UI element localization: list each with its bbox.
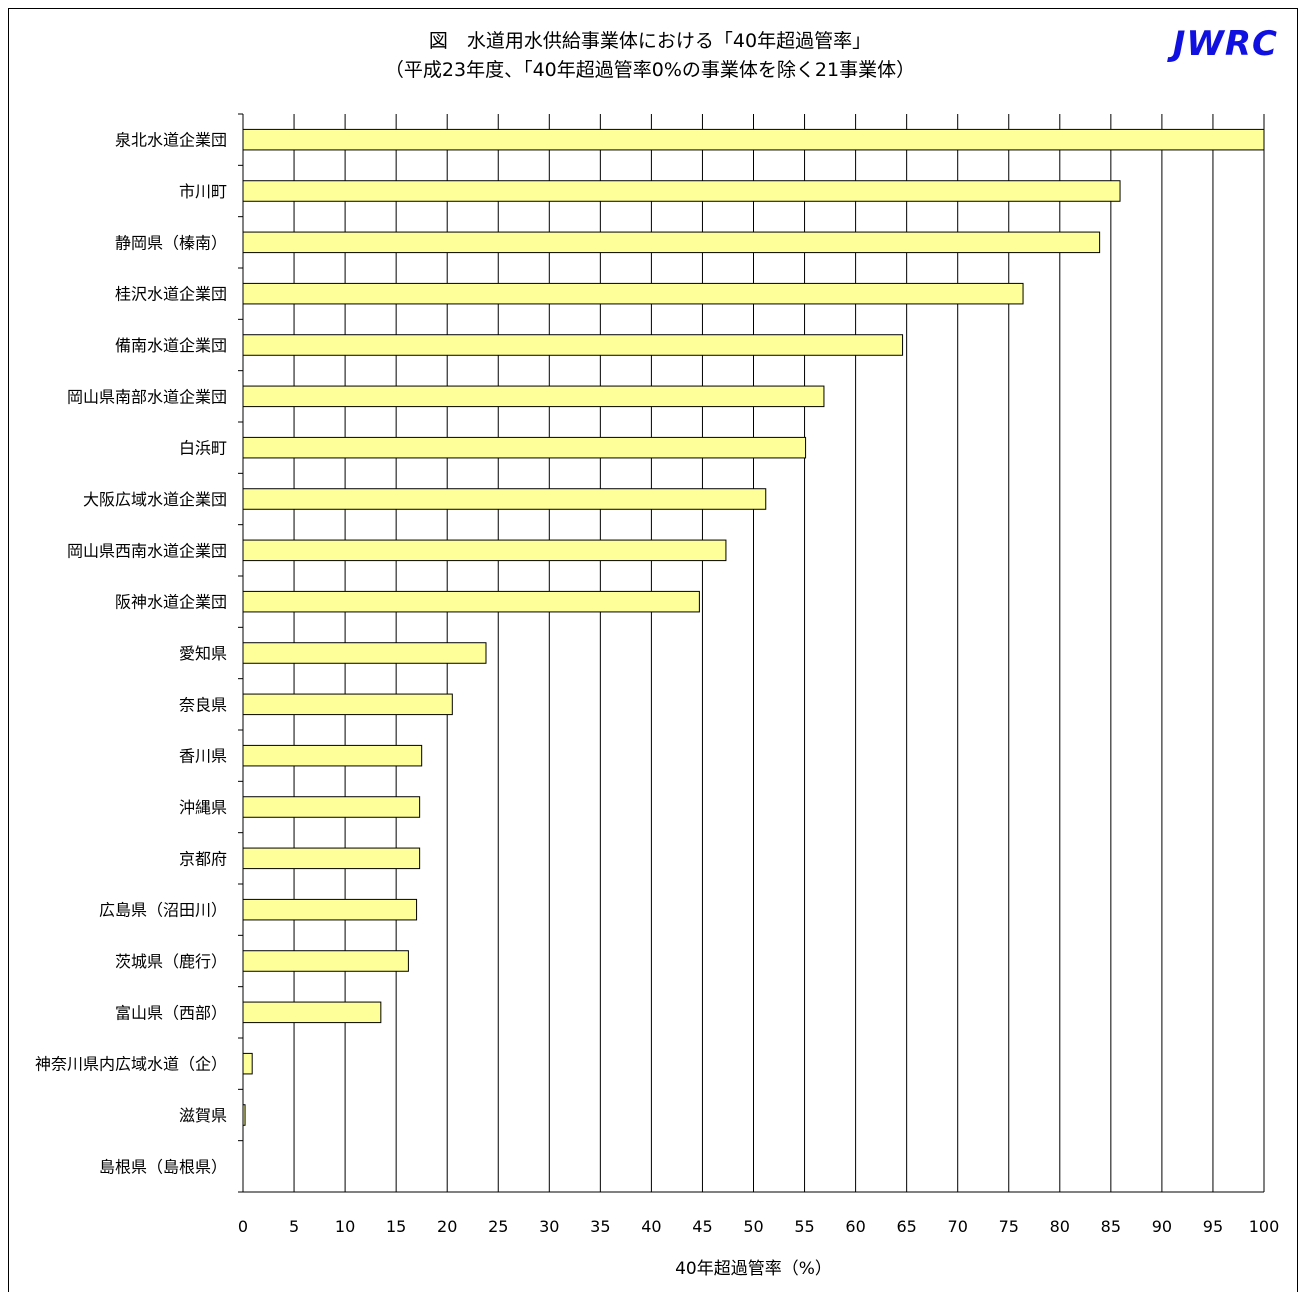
bar-9 <box>242 539 727 562</box>
category-label-8: 大阪広域水道企業団 <box>83 490 227 509</box>
x-tick-label-40: 40 <box>641 1217 661 1236</box>
bar-19 <box>242 1052 253 1075</box>
x-tick-label-10: 10 <box>335 1217 355 1236</box>
x-tick-label-75: 75 <box>999 1217 1019 1236</box>
bar-12 <box>242 693 453 716</box>
bar-3 <box>242 231 1101 254</box>
bar-14 <box>242 796 421 818</box>
category-label-21: 島根県（島根県） <box>99 1157 227 1176</box>
x-tick-label-80: 80 <box>1050 1217 1070 1236</box>
x-tick-label-95: 95 <box>1203 1217 1223 1236</box>
x-tick-label-25: 25 <box>488 1217 508 1236</box>
category-label-9: 岡山県西南水道企業団 <box>67 541 227 560</box>
bar-13 <box>242 744 423 767</box>
bar-7 <box>242 436 807 459</box>
bar-20 <box>242 1104 246 1126</box>
x-tick-label-70: 70 <box>948 1217 968 1236</box>
x-tick-label-50: 50 <box>743 1217 763 1236</box>
x-axis-title: 40年超過管率（%） <box>675 1259 832 1279</box>
x-tick-label-45: 45 <box>692 1217 712 1236</box>
x-tick-label-90: 90 <box>1152 1217 1172 1236</box>
x-tick-label-35: 35 <box>590 1217 610 1236</box>
bar-8 <box>242 488 767 510</box>
category-label-2: 市川町 <box>179 182 227 201</box>
category-label-7: 白浜町 <box>179 439 227 458</box>
category-label-1: 泉北水道企業団 <box>115 131 227 150</box>
category-label-16: 広島県（沼田川） <box>99 901 227 920</box>
x-tick-label-55: 55 <box>794 1217 814 1236</box>
chart-title: 図 水道用水供給事業体における「40年超過管率」 （平成23年度、「40年超過管… <box>0 27 1300 85</box>
x-tick-label-0: 0 <box>238 1217 248 1236</box>
category-label-6: 岡山県南部水道企業団 <box>67 387 227 406</box>
category-label-19: 神奈川県内広域水道（企） <box>35 1055 227 1074</box>
x-tick-label-65: 65 <box>896 1217 916 1236</box>
bar-6 <box>242 385 825 408</box>
x-tick-label-100: 100 <box>1249 1217 1280 1236</box>
category-label-11: 愛知県 <box>179 644 227 663</box>
x-tick-label-15: 15 <box>386 1217 406 1236</box>
title-line-2: （平成23年度、「40年超過管率0%の事業体を除く21事業体） <box>384 59 916 81</box>
x-tick-label-85: 85 <box>1101 1217 1121 1236</box>
category-label-4: 桂沢水道企業団 <box>115 285 227 304</box>
bar-17 <box>242 950 409 972</box>
bar-15 <box>242 847 421 870</box>
bar-5 <box>242 334 904 356</box>
bar-11 <box>242 642 487 664</box>
x-tick-label-60: 60 <box>845 1217 865 1236</box>
category-label-5: 備南水道企業団 <box>115 336 227 355</box>
bar-16 <box>242 898 418 921</box>
title-line-1: 図 水道用水供給事業体における「40年超過管率」 <box>428 30 872 52</box>
category-label-12: 奈良県 <box>179 695 227 714</box>
category-label-13: 香川県 <box>179 747 227 766</box>
category-label-14: 沖縄県 <box>179 798 227 817</box>
x-tick-label-20: 20 <box>437 1217 457 1236</box>
x-tick-label-30: 30 <box>539 1217 559 1236</box>
category-label-20: 滋賀県 <box>179 1106 227 1125</box>
bar-4 <box>242 282 1024 305</box>
jwrc-logo: JWRC <box>1172 24 1278 64</box>
category-label-17: 茨城県（鹿行） <box>115 952 227 971</box>
category-label-10: 阪神水道企業団 <box>115 593 227 612</box>
x-tick-label-5: 5 <box>289 1217 299 1236</box>
bar-1 <box>242 128 1265 151</box>
category-label-18: 富山県（西部） <box>115 1003 227 1022</box>
category-label-15: 京都府 <box>179 849 227 868</box>
bar-2 <box>242 180 1121 202</box>
category-label-3: 静岡県（榛南） <box>115 233 227 252</box>
bar-18 <box>242 1001 382 1024</box>
bar-10 <box>242 590 700 613</box>
